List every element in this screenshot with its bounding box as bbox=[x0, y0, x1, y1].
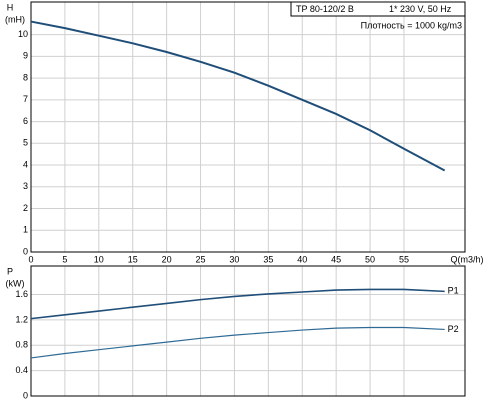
header-box bbox=[290, 1, 466, 17]
x-tick-label: 40 bbox=[297, 254, 307, 264]
x-tick-label: 55 bbox=[399, 254, 409, 264]
curve bbox=[30, 288, 445, 320]
x-tick-label: 15 bbox=[128, 254, 138, 264]
y-tick-label: 7 bbox=[23, 94, 28, 104]
y-tick-label: 0 bbox=[23, 246, 28, 256]
x-tick-label: 10 bbox=[94, 254, 104, 264]
y-tick-label: 1 bbox=[23, 225, 28, 235]
y-axis-unit: (mH) bbox=[5, 14, 25, 24]
curve bbox=[30, 326, 445, 359]
y-tick-label: 9 bbox=[23, 51, 28, 61]
x-tick-label: 35 bbox=[263, 254, 273, 264]
y-tick-label: 4 bbox=[23, 159, 28, 169]
y-axis-label: P bbox=[7, 266, 13, 276]
y-tick-label: 1.6 bbox=[15, 289, 28, 299]
y-tick-label: 0 bbox=[23, 390, 28, 400]
annotation: Плотность = 1000 kg/m3 bbox=[361, 20, 462, 30]
y-tick-label: 0.8 bbox=[15, 340, 28, 350]
y-tick-label: 1.2 bbox=[15, 314, 28, 324]
curve bbox=[30, 20, 446, 172]
series-label: P2 bbox=[448, 324, 459, 334]
y-axis-label: H bbox=[7, 2, 14, 12]
y-axis-unit: (kW) bbox=[6, 278, 25, 288]
x-tick-label: 5 bbox=[62, 254, 67, 264]
y-tick-label: 10 bbox=[18, 29, 28, 39]
series-label: P1 bbox=[448, 286, 459, 296]
plot-frame bbox=[30, 1, 466, 253]
annotation: TP 80-120/2 B bbox=[296, 4, 354, 14]
x-tick-label: 25 bbox=[196, 254, 206, 264]
y-tick-label: 2 bbox=[23, 203, 28, 213]
y-tick-label: 5 bbox=[23, 138, 28, 148]
y-tick-label: 8 bbox=[23, 72, 28, 82]
x-tick-label: 20 bbox=[162, 254, 172, 264]
y-tick-label: 0.4 bbox=[15, 365, 28, 375]
x-tick-label: 0 bbox=[28, 254, 33, 264]
x-tick-label: 50 bbox=[365, 254, 375, 264]
plot-frame bbox=[30, 265, 466, 397]
y-tick-label: 3 bbox=[23, 181, 28, 191]
y-tick-label: 6 bbox=[23, 116, 28, 126]
x-tick-label: 45 bbox=[331, 254, 341, 264]
x-axis-label: Q(m3/h) bbox=[450, 254, 483, 264]
annotation: 1* 230 V, 50 Hz bbox=[389, 4, 452, 14]
x-tick-label: 30 bbox=[229, 254, 239, 264]
